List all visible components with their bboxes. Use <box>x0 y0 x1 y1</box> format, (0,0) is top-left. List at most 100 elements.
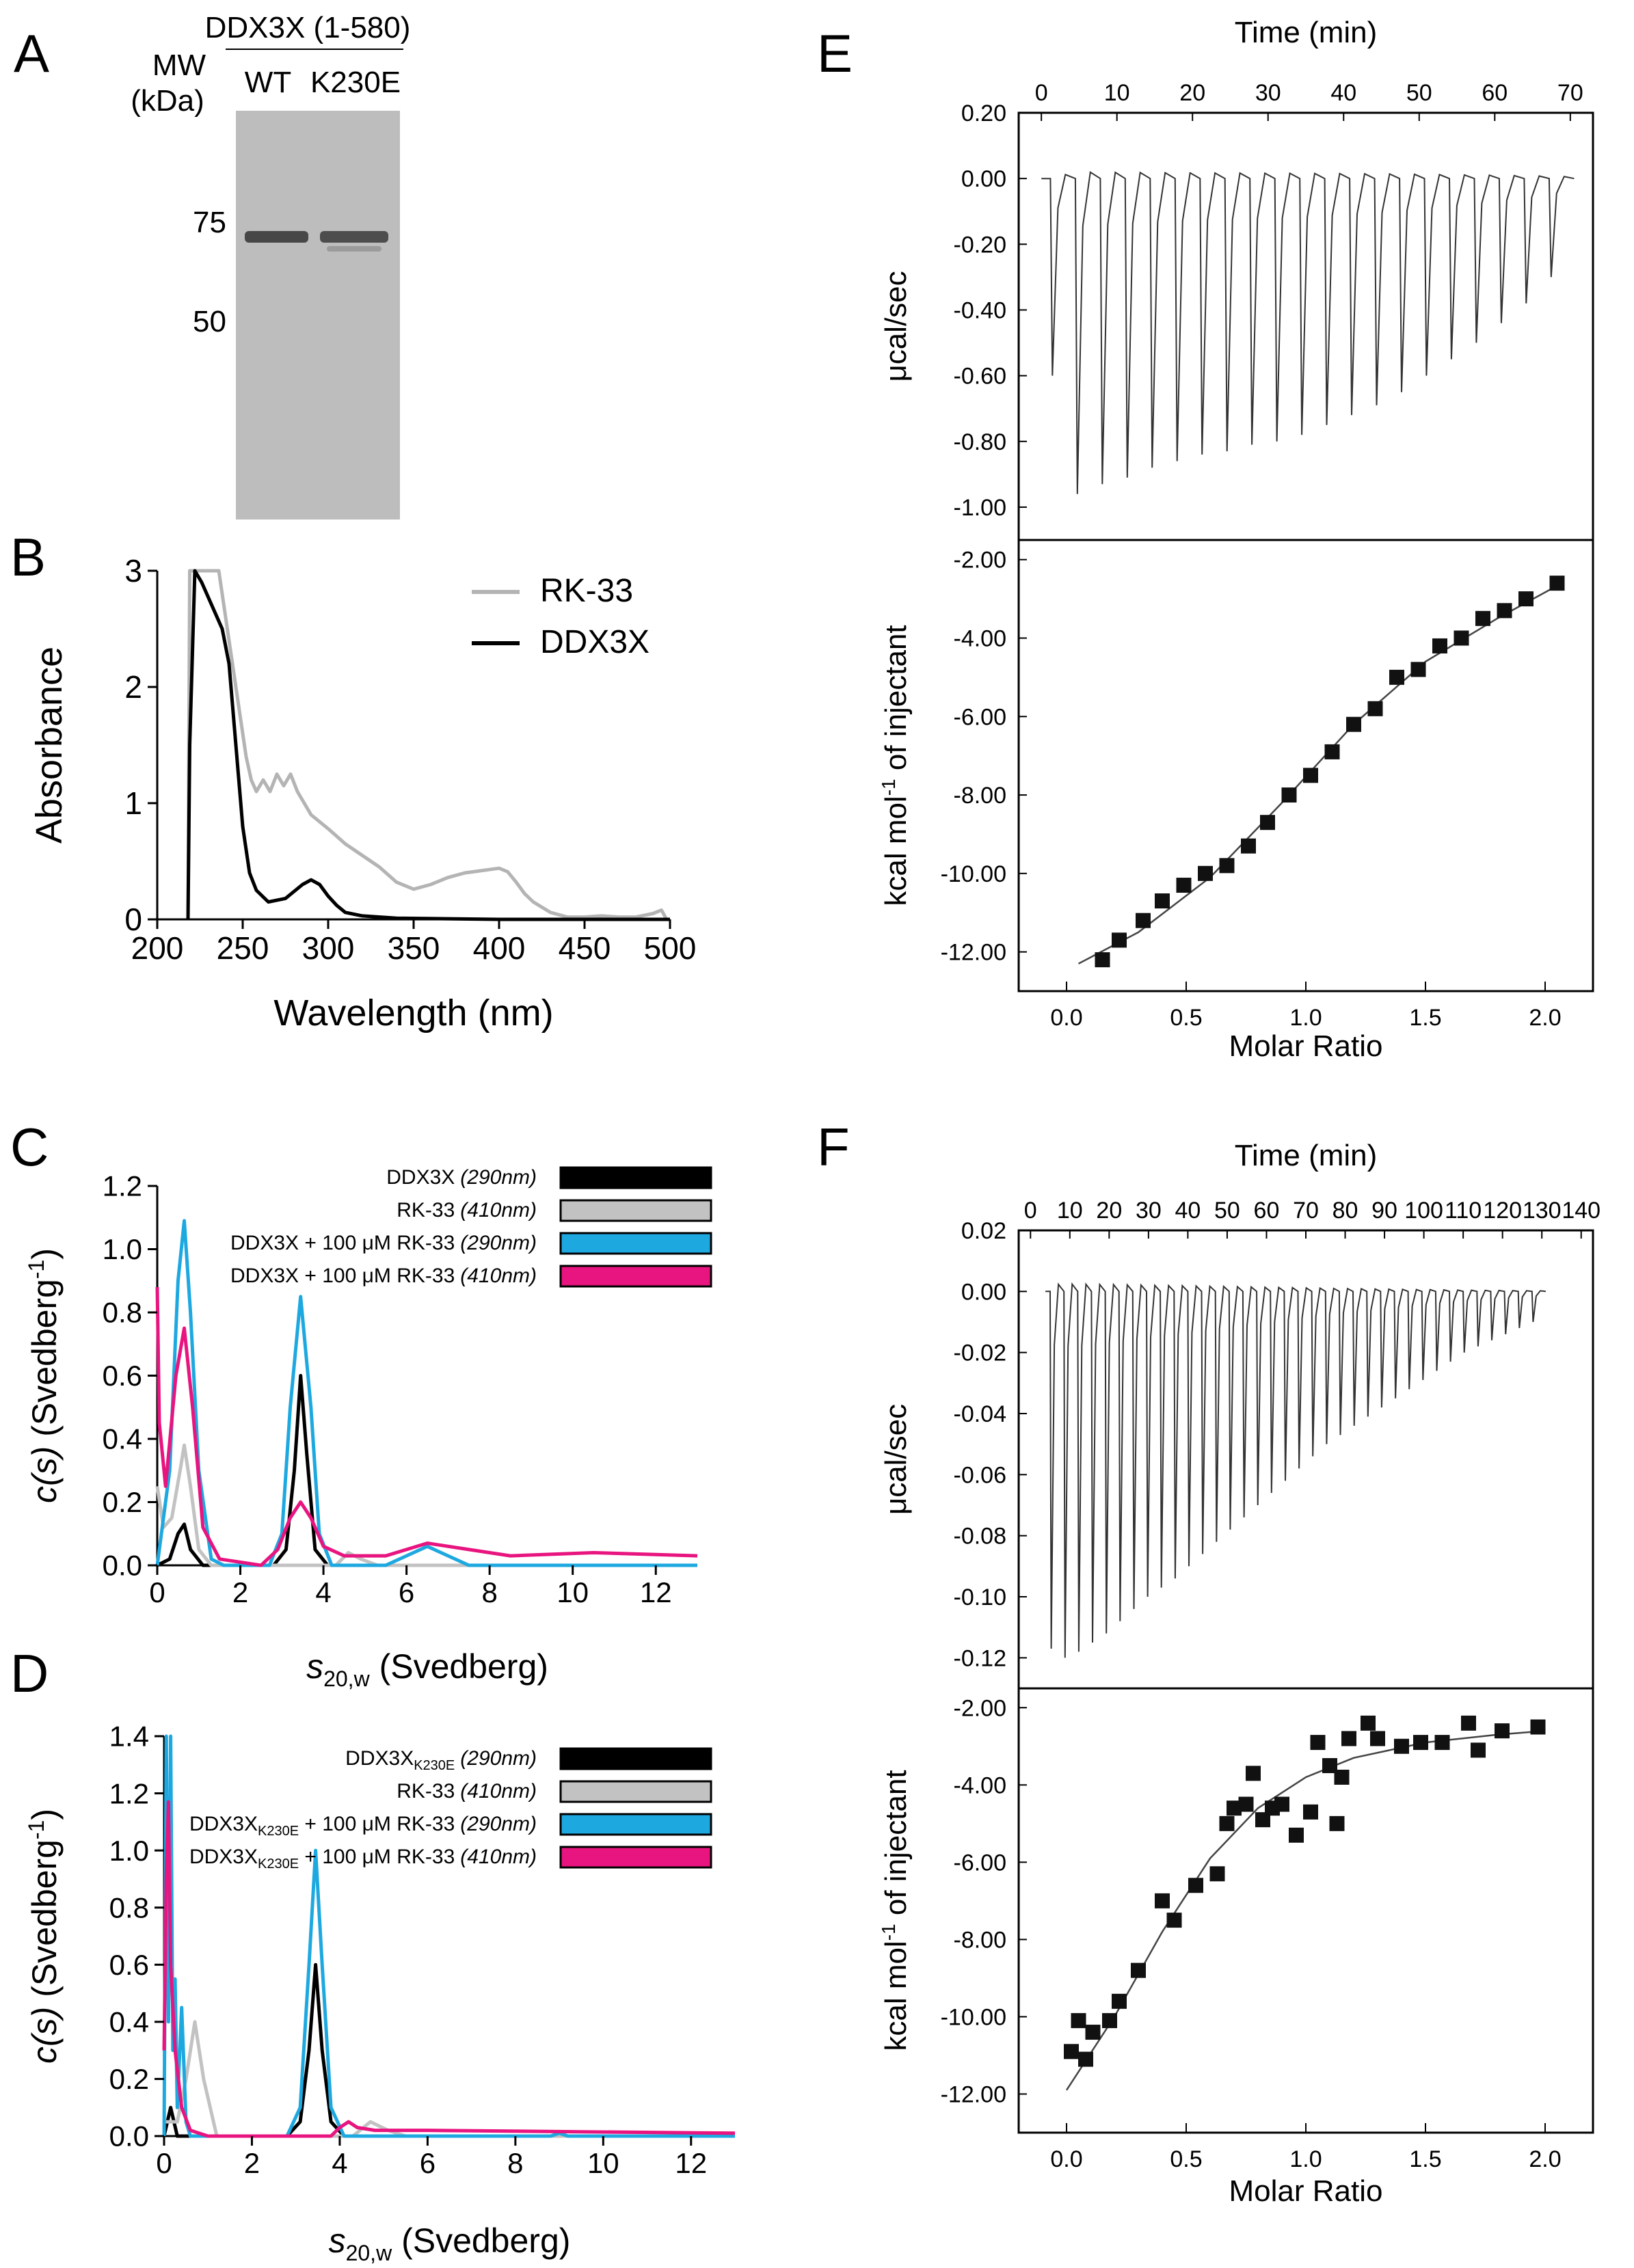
x-tick-label: 120 <box>1483 1198 1522 1224</box>
data-point <box>1497 603 1512 619</box>
data-point <box>1198 865 1213 881</box>
series-line-0 <box>156 1374 697 1567</box>
gel-image <box>236 111 400 519</box>
data-point <box>1238 1796 1254 1812</box>
data-point <box>1394 1738 1409 1754</box>
data-point <box>1227 1800 1242 1816</box>
y-tick-label: 0.6 <box>109 1949 149 1981</box>
itc-top-frame <box>1017 111 1594 541</box>
legend-swatch <box>559 1199 712 1222</box>
y-tick-label: 0.8 <box>103 1297 142 1329</box>
x-tick-label: 10 <box>1057 1198 1083 1224</box>
data-point <box>1530 1719 1546 1735</box>
y-tick-label: -10.00 <box>941 861 1006 887</box>
panel-label-d: D <box>10 1643 49 1703</box>
series-line-1 <box>155 1443 697 1567</box>
legend-wavelength: (410nm) <box>460 1780 537 1803</box>
y-tick-label: -6.00 <box>954 1850 1007 1876</box>
data-point <box>1346 716 1361 732</box>
y-axis-label-superscript: -1 <box>878 779 899 796</box>
y-axis-label-close: ) <box>25 1809 64 1820</box>
y-axis-label-superscript: -1 <box>24 1260 49 1279</box>
data-point <box>1518 591 1533 607</box>
legend-swatch <box>559 1166 712 1189</box>
x-axis-label-unit: (Svedberg) <box>370 1647 548 1686</box>
data-point <box>1166 1913 1182 1928</box>
legend-name: DDX3X <box>345 1747 414 1770</box>
gel-mw-label: MW <box>152 49 206 82</box>
legend-label: DDX3XK230E (290nm) <box>345 1747 537 1773</box>
y-tick-label: -4.00 <box>954 1772 1007 1798</box>
data-point <box>1341 1731 1356 1746</box>
legend-wavelength: (290nm) <box>460 1166 537 1189</box>
legend-name: DDX3X <box>386 1166 455 1189</box>
y-axis-label: c(s) (Svedberg-1) <box>24 1248 64 1503</box>
x-tick-label: 0 <box>1035 80 1048 106</box>
x-axis-label-subscript: 20,w <box>323 1666 370 1691</box>
series-line-2 <box>155 1219 697 1567</box>
panel-label-f: F <box>817 1117 850 1177</box>
data-point <box>1329 1815 1345 1831</box>
legend-wavelength: (290nm) <box>460 1747 537 1770</box>
legend-name: DDX3X + 100 μM RK-33 <box>230 1232 455 1254</box>
x-axis-label: Molar Ratio <box>1229 1029 1383 1063</box>
y-tick-label: -0.80 <box>954 429 1007 455</box>
x-tick-label: 450 <box>559 930 611 966</box>
y-axis-label: c(s) (Svedberg-1) <box>24 1809 64 2064</box>
y-tick-label: 0.0 <box>109 2120 149 2152</box>
y-tick-label: -4.00 <box>954 625 1007 651</box>
legend-wavelength: (290nm) <box>460 1232 537 1254</box>
y-tick-label: 0.2 <box>103 1486 142 1518</box>
panel-d: D 0 2 4 6 8 10 120.00.20.40.60.81.01.21.4s20,w… <box>10 1643 736 2265</box>
data-point <box>1209 1866 1225 1882</box>
data-point <box>1246 1766 1261 1781</box>
panel-e: E 0 10 20 30 40 50 60 70 Time (min) 0.20 0.00 -0.20… <box>817 16 1594 1063</box>
x-axis-label: Wavelength (nm) <box>273 993 553 1034</box>
data-point <box>1102 2013 1117 2029</box>
data-point <box>1095 952 1110 968</box>
data-point <box>1131 1962 1146 1978</box>
y-tick-label: 1.0 <box>109 1835 149 1867</box>
y-tick-label: 0.2 <box>109 2063 149 2095</box>
y-tick-label: 0 <box>124 902 142 937</box>
legend-wavelength: (410nm) <box>460 1265 537 1287</box>
legend-wavelength: (290nm) <box>460 1813 537 1835</box>
data-point <box>1389 669 1404 685</box>
data-point <box>1432 638 1447 653</box>
gel-header: DDX3X (1-580) <box>205 11 411 44</box>
y-tick-label: 1 <box>124 785 142 821</box>
legend-name: RK-33 <box>397 1780 455 1803</box>
x-tick-label: 20 <box>1179 80 1205 106</box>
x-tick-label: 300 <box>302 930 355 966</box>
data-point <box>1471 1742 1486 1758</box>
panel-label-a: A <box>14 23 49 83</box>
y-axis-label: kcal mol-1 of injectant <box>878 625 913 906</box>
data-point <box>1155 893 1170 908</box>
data-point <box>1370 1731 1385 1746</box>
x-tick-label: 20 <box>1096 1198 1122 1224</box>
x-tick-label: 0.0 <box>1050 2146 1082 2172</box>
data-point <box>1085 2025 1101 2040</box>
y-axis-label-symbol: c(s) <box>25 1446 64 1503</box>
data-point <box>1260 815 1275 831</box>
y-tick-label: 1.4 <box>109 1720 149 1753</box>
series-line-3 <box>155 1286 698 1567</box>
x-tick-label: 90 <box>1371 1198 1397 1224</box>
series-line-0 <box>162 1962 735 2138</box>
data-point <box>1410 662 1426 677</box>
data-point <box>1219 858 1235 874</box>
data-point <box>1454 630 1469 646</box>
y-tick-label: -0.02 <box>954 1340 1007 1366</box>
y-tick-label: 2 <box>124 669 142 705</box>
legend-swatch <box>559 1813 712 1836</box>
x-tick-label: 8 <box>481 1576 497 1608</box>
data-point <box>1495 1723 1510 1739</box>
data-point <box>1303 768 1318 783</box>
x-tick-label: 0 <box>149 1576 165 1608</box>
y-axis-label: Absorbance <box>29 647 70 843</box>
series-line-3 <box>162 1800 736 2138</box>
x-tick-label: 0.5 <box>1170 1005 1202 1031</box>
y-tick-label: -0.20 <box>954 232 1007 258</box>
panel-f: F 0 10 20 30 40 50 60 70 80 90 100 110 120 130 140 Time… <box>817 1117 1600 2208</box>
